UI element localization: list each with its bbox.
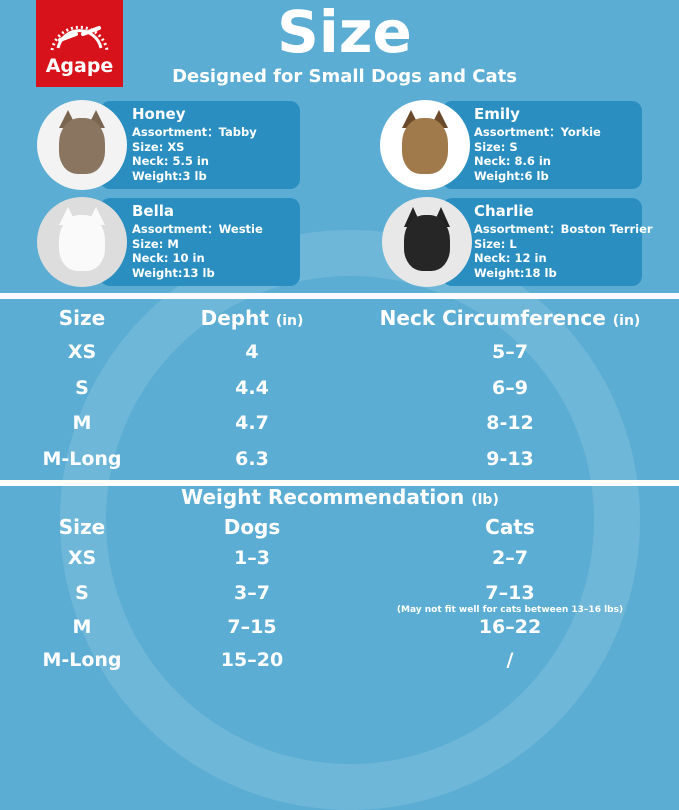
- neck-cell: 8-12: [486, 412, 534, 434]
- pet-neck: Neck: 5.5 in: [132, 154, 209, 168]
- pet-name: Honey: [132, 105, 186, 123]
- neck-cell: 6–9: [492, 377, 528, 399]
- weight-title-unit: (lb): [471, 492, 499, 508]
- size-cell: S: [75, 582, 89, 604]
- dogs-weight-cell: 3–7: [234, 582, 270, 604]
- pet-assortment: Assortment：Yorkie: [474, 125, 601, 139]
- pet-name: Bella: [132, 202, 175, 220]
- weight-title-label: Weight Recommendation: [181, 485, 465, 509]
- header-neck-unit: (in): [612, 313, 641, 329]
- pet-weight: Weight:18 lb: [474, 265, 557, 280]
- dogs-weight-cell: 15–20: [220, 649, 284, 671]
- size-cell: XS: [67, 547, 97, 569]
- size-cell: XS: [67, 341, 97, 363]
- depth-cell: 4.4: [235, 377, 269, 399]
- size-cell: M: [72, 412, 92, 434]
- cats-weight-cell: 2–7: [492, 547, 528, 569]
- header-depth: Depht (in): [201, 306, 304, 330]
- pet-size: Size: L: [474, 236, 517, 251]
- pet-name: Charlie: [474, 202, 534, 220]
- header-dogs: Dogs: [223, 515, 281, 539]
- dogs-weight-cell: 1–3: [234, 547, 270, 569]
- size-cell: M-Long: [42, 649, 122, 671]
- logo-text: Agape: [45, 55, 114, 77]
- section-divider: [0, 293, 679, 299]
- header-neck-label: Neck Circumference: [379, 306, 606, 330]
- header-neck: Neck Circumference (in): [380, 306, 641, 330]
- pet-weight: Weight:13 lb: [132, 265, 215, 280]
- pet-card-emily: Emily Assortment：Yorkie Size: S Neck: 8.…: [442, 101, 642, 189]
- page-title: Size: [277, 0, 412, 66]
- section-divider: [0, 480, 679, 486]
- black-terrier-dog-photo: [382, 197, 472, 287]
- size-cell: M: [72, 616, 92, 638]
- header-size: Size: [58, 515, 106, 539]
- header-depth-unit: (in): [275, 313, 304, 329]
- cats-weight-cell: 16–22: [478, 616, 542, 638]
- pet-neck: Neck: 12 in: [474, 251, 547, 265]
- cats-fit-note: (May not fit well for cats between 13–16…: [396, 605, 624, 615]
- pet-card-honey: Honey Assortment：Tabby Size: XS Neck: 5.…: [100, 101, 300, 189]
- header-size: Size: [58, 306, 106, 330]
- size-cell: S: [75, 377, 89, 399]
- brand-logo: Agape: [36, 0, 123, 87]
- pet-neck: Neck: 8.6 in: [474, 154, 551, 168]
- weight-title: Weight Recommendation (lb): [181, 485, 499, 509]
- cats-weight-cell: /: [506, 649, 514, 671]
- westie-dog-photo: [37, 197, 127, 287]
- hands-sunburst-icon: [50, 25, 109, 51]
- pet-size: Size: M: [132, 236, 179, 251]
- pet-weight: Weight:3 lb: [132, 168, 207, 183]
- yorkie-dog-photo: [380, 100, 470, 190]
- pet-assortment: Assortment：Tabby: [132, 125, 257, 139]
- pet-neck: Neck: 10 in: [132, 251, 205, 265]
- depth-cell: 4: [245, 341, 259, 363]
- pet-assortment: Assortment：Boston Terrier: [474, 222, 653, 236]
- tabby-kitten-photo: [37, 100, 127, 190]
- neck-cell: 9-13: [486, 448, 534, 470]
- page-subtitle: Designed for Small Dogs and Cats: [172, 66, 517, 87]
- pet-size: Size: S: [474, 139, 518, 154]
- pet-card-charlie: Charlie Assortment：Boston Terrier Size: …: [442, 198, 653, 286]
- pet-size: Size: XS: [132, 139, 185, 154]
- dogs-weight-cell: 7–15: [227, 616, 277, 638]
- pet-weight: Weight:6 lb: [474, 168, 549, 183]
- cats-weight-cell: 7–13: [485, 582, 535, 604]
- depth-cell: 6.3: [235, 448, 269, 470]
- header-cats: Cats: [485, 515, 535, 539]
- header-depth-label: Depht: [200, 306, 269, 330]
- size-cell: M-Long: [42, 448, 122, 470]
- neck-cell: 5–7: [492, 341, 528, 363]
- pet-card-bella: Bella Assortment：Westie Size: M Neck: 10…: [100, 198, 300, 286]
- depth-cell: 4.7: [235, 412, 269, 434]
- pet-assortment: Assortment：Westie: [132, 222, 263, 236]
- pet-name: Emily: [474, 105, 520, 123]
